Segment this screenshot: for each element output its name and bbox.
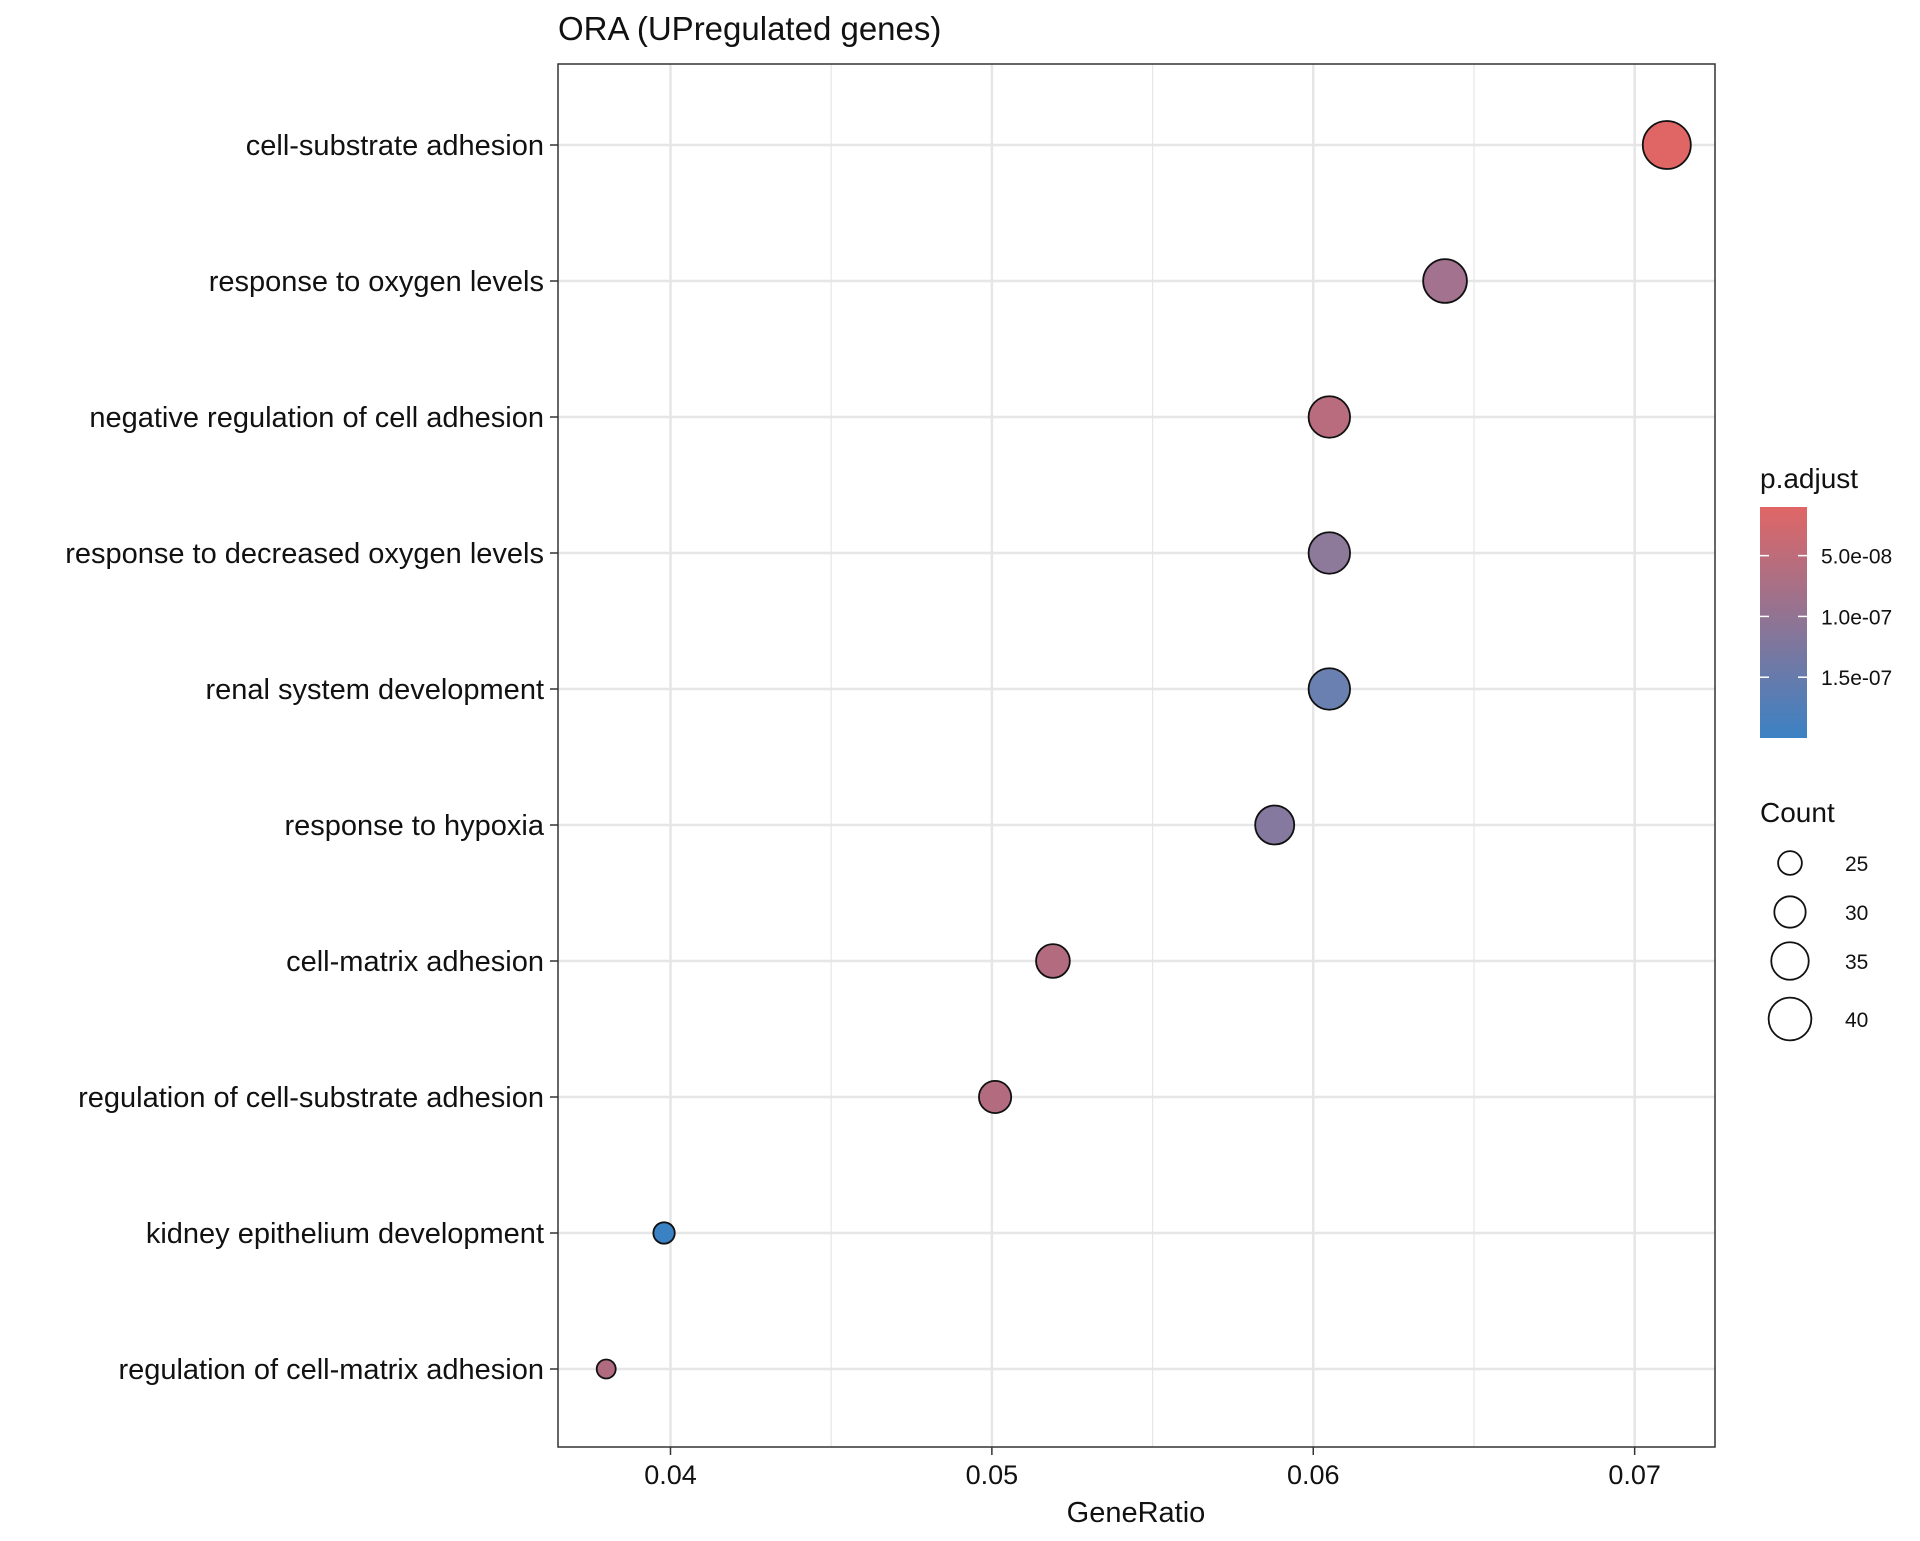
plot-panel [558,64,1715,1447]
data-point [595,1358,617,1380]
chart-title: ORA (UPregulated genes) [558,10,941,47]
size-key-label: 25 [1845,853,1868,876]
legend-count-keys: 25 30 35 40 [1767,850,1868,1042]
y-tick-label: renal system development [206,674,545,706]
x-tick-label: 0.06 [1287,1460,1340,1490]
size-key-circle [1770,941,1810,981]
data-point [1422,258,1468,304]
colorbar-tick-label: 5.0e-08 [1821,546,1892,569]
data-point [1307,667,1351,711]
x-axis-title: GeneRatio [1067,1497,1206,1529]
y-tick-label: cell-matrix adhesion [286,946,544,978]
legend-p-adjust: p.adjust 5.0e-08 1.0e-07 1.5e-07 [1760,463,1892,738]
y-tick-label: cell-substrate adhesion [246,130,544,162]
y-axis: cell-substrate adhesion response to oxyge… [65,130,558,1386]
data-points [595,120,1692,1380]
legend-p-adjust-colorbar [1760,507,1807,738]
legend-p-adjust-ticks: 5.0e-08 1.0e-07 1.5e-07 [1760,546,1892,690]
x-tick-label: 0.05 [966,1460,1019,1490]
y-tick-label: negative regulation of cell adhesion [89,402,544,434]
data-point [1307,395,1351,439]
colorbar-tick-label: 1.5e-07 [1821,667,1892,690]
y-tick-label: regulation of cell-matrix adhesion [118,1354,544,1386]
y-tick-label: response to oxygen levels [209,266,544,298]
size-key-label: 40 [1845,1009,1868,1032]
legend-count-title: Count [1760,797,1835,828]
size-key-circle [1773,895,1807,929]
data-point [1641,120,1692,170]
size-key-label: 35 [1845,951,1868,974]
x-axis: 0.04 0.05 0.06 0.07 [644,1447,1661,1490]
data-point [1254,804,1296,846]
colorbar-tick-label: 1.0e-07 [1821,606,1892,629]
y-tick-label: kidney epithelium development [146,1218,544,1250]
size-key-circle [1777,850,1803,876]
grid-lines [558,64,1715,1447]
y-tick-label: response to decreased oxygen levels [65,538,544,570]
data-point [652,1221,676,1245]
x-tick-label: 0.07 [1608,1460,1661,1490]
y-tick-label: regulation of cell-substrate adhesion [78,1082,544,1114]
data-point [978,1079,1013,1115]
legend-count: Count 25 30 35 40 [1760,797,1868,1042]
size-key-circle [1767,996,1813,1042]
data-point [1307,531,1351,575]
size-key-label: 30 [1845,902,1868,925]
x-tick-label: 0.04 [644,1460,697,1490]
legend-p-adjust-title: p.adjust [1760,463,1858,494]
y-tick-label: response to hypoxia [284,810,544,842]
data-point [1035,943,1071,979]
plot-panel-border [557,63,1716,1448]
